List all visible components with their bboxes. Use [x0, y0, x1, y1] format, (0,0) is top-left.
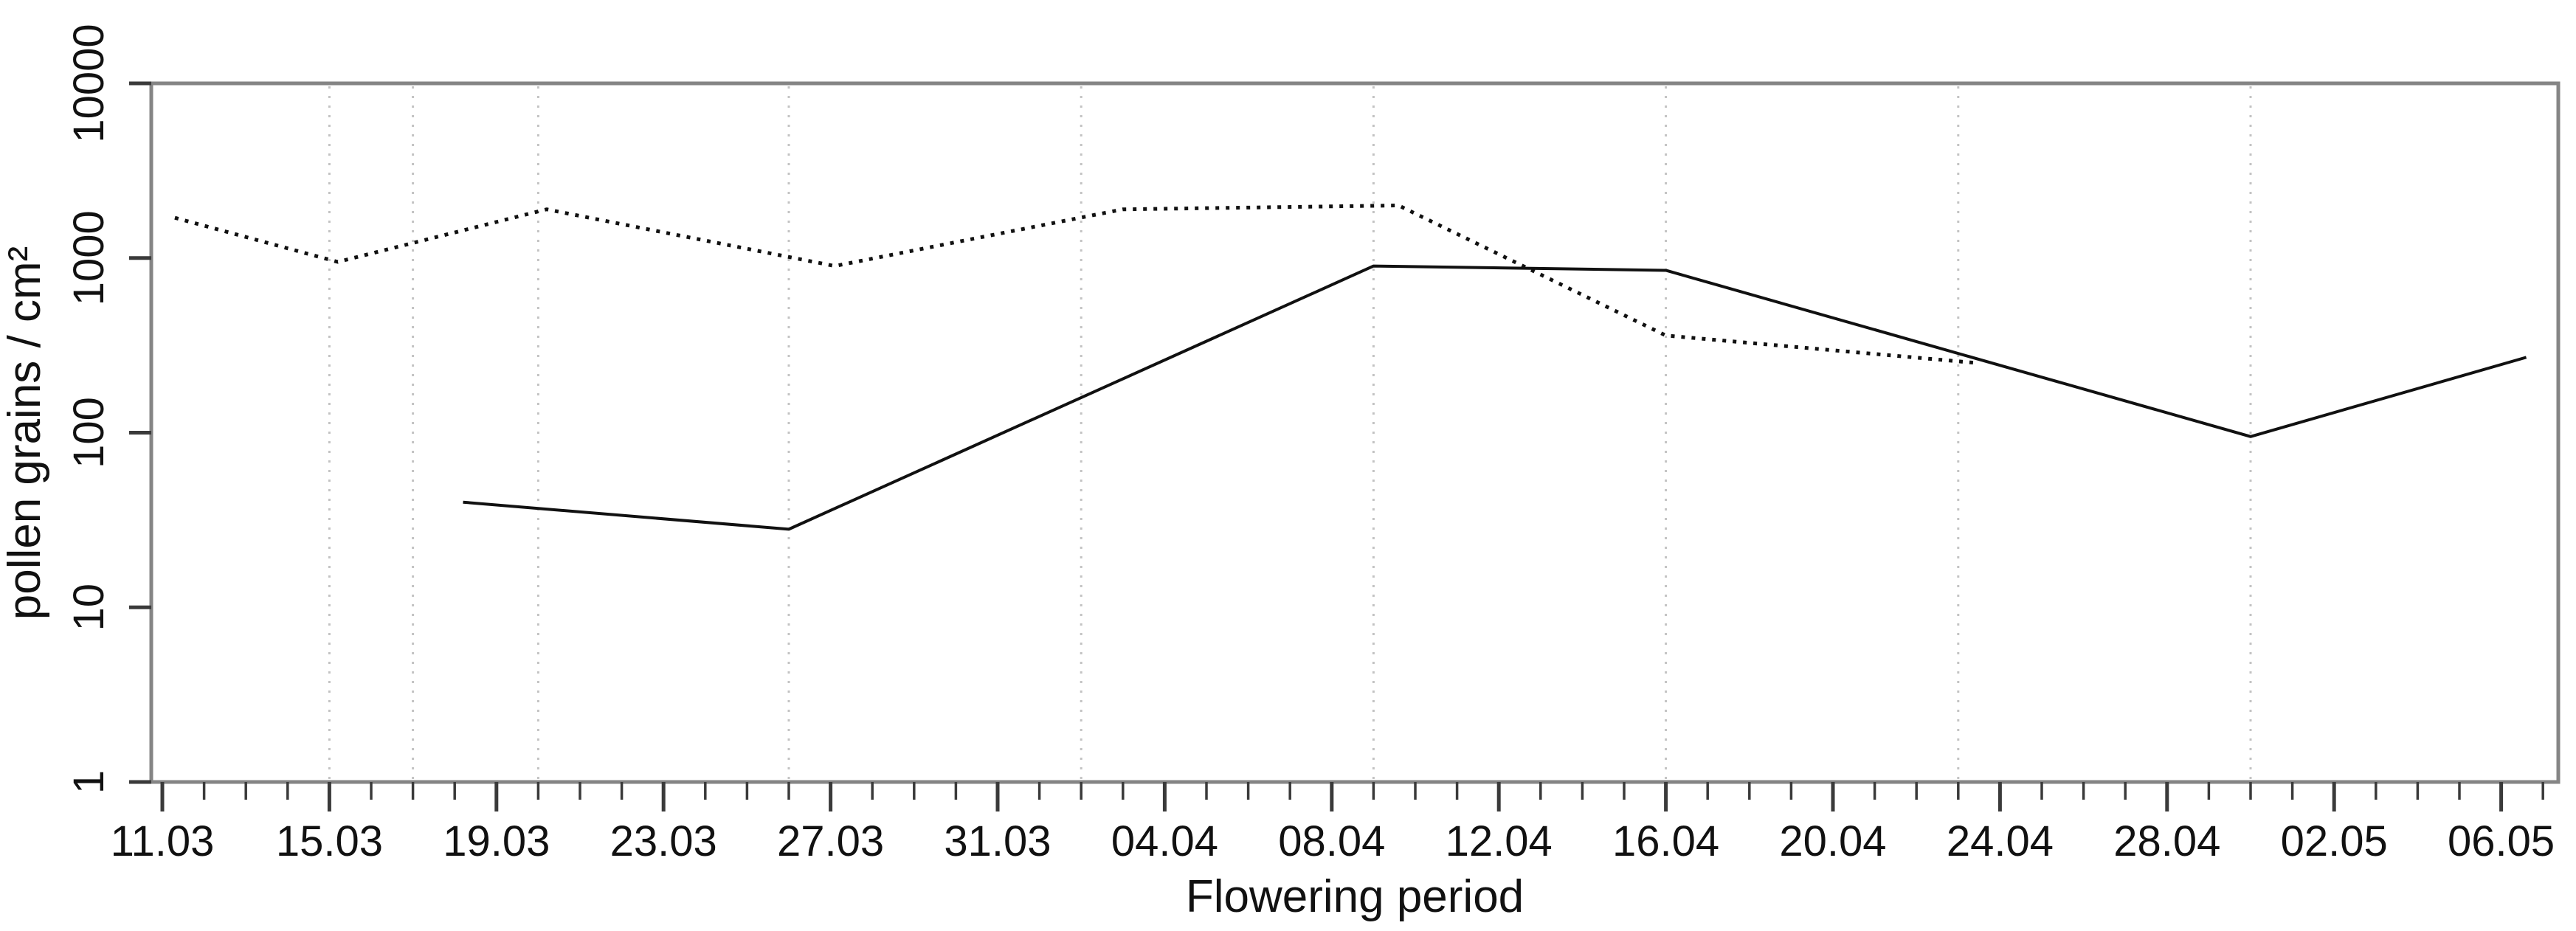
x-axis-title: Flowering period	[1186, 871, 1524, 922]
x-tick-label-15.03: 15.03	[276, 817, 383, 865]
x-tick-label-31.03: 31.03	[944, 817, 1051, 865]
x-tick-label-04.04: 04.04	[1111, 817, 1218, 865]
tick-layer	[129, 81, 2544, 811]
x-tick-label-20.04: 20.04	[1779, 817, 1886, 865]
x-tick-label-28.04: 28.04	[2113, 817, 2220, 865]
y-tick-label-10: 10	[65, 584, 113, 631]
x-tick-label-06.05: 06.05	[2448, 817, 2555, 865]
tick-label-layer: 11.03 15.03 19.03 23.03 27.03 31.03 04.04 08.04…	[65, 24, 2555, 865]
plot-frame-layer	[149, 81, 2561, 784]
y-tick-label-1: 1	[65, 770, 113, 794]
x-tick-label-02.05: 02.05	[2281, 817, 2388, 865]
x-tick-label-12.04: 12.04	[1446, 817, 1553, 865]
x-tick-label-23.03: 23.03	[610, 817, 717, 865]
series-line-solid	[463, 264, 2527, 531]
y-tick-label-1000: 1000	[65, 210, 113, 305]
x-tick-label-08.04: 08.04	[1278, 817, 1385, 865]
y-axis-title: pollen grains / cm²	[0, 246, 50, 620]
x-tick-label-27.03: 27.03	[777, 817, 884, 865]
plot-frame	[149, 81, 2561, 784]
y-tick-label-100: 100	[65, 397, 113, 468]
series-line-dotted	[174, 203, 1980, 365]
series-layer	[174, 203, 2527, 531]
x-tick-label-16.04: 16.04	[1612, 817, 1719, 865]
gridline-layer	[328, 86, 2252, 782]
x-tick-label-19.03: 19.03	[443, 817, 550, 865]
x-tick-label-24.04: 24.04	[1947, 817, 2054, 865]
x-tick-label-11.03: 11.03	[111, 817, 215, 865]
y-tick-label-10000: 10000	[65, 24, 113, 142]
